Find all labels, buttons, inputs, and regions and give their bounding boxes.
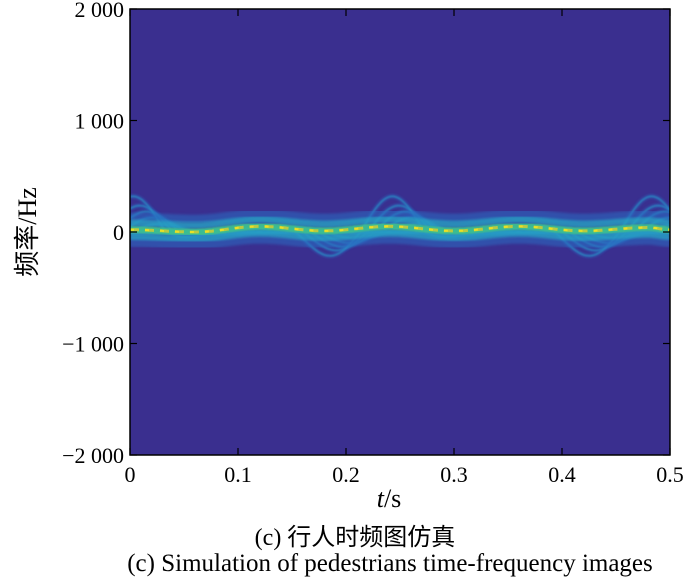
x-axis-variable: t: [377, 484, 385, 513]
x-tick-label: 0: [125, 462, 136, 487]
y-tick-label: −1 000: [62, 332, 124, 357]
y-tick-label: −2 000: [62, 443, 124, 468]
figure-caption-chinese: (c) 行人时频图仿真: [254, 525, 456, 551]
x-axis-unit: /s: [384, 484, 401, 513]
torso-band: [130, 209, 670, 225]
axis-ticks: 0 0.1 0.2 0.3 0.4 0.5 2 000 1 000 0 −1 000 −2 000: [62, 0, 684, 487]
x-tick-label: 0.5: [656, 462, 684, 487]
x-tick-label: 0.1: [224, 462, 252, 487]
y-tick-label: 2 000: [75, 0, 125, 22]
figure-caption-english: (c) Simulation of pedestrians time-frequ…: [127, 550, 653, 577]
x-axis-title: t/s: [377, 484, 402, 513]
x-tick-label: 0.2: [332, 462, 360, 487]
y-tick-label: 1 000: [75, 109, 125, 134]
x-tick-label: 0.3: [440, 462, 468, 487]
spectrogram-signal: [130, 194, 670, 258]
torso-band: [130, 233, 670, 250]
torso-band: [130, 216, 670, 229]
torso-peak-bright: [130, 225, 670, 233]
y-tick-label: 0: [113, 220, 124, 245]
x-tick-label: 0.4: [548, 462, 576, 487]
y-axis-title: 频率/Hz: [13, 187, 42, 277]
torso-band: [130, 229, 670, 243]
